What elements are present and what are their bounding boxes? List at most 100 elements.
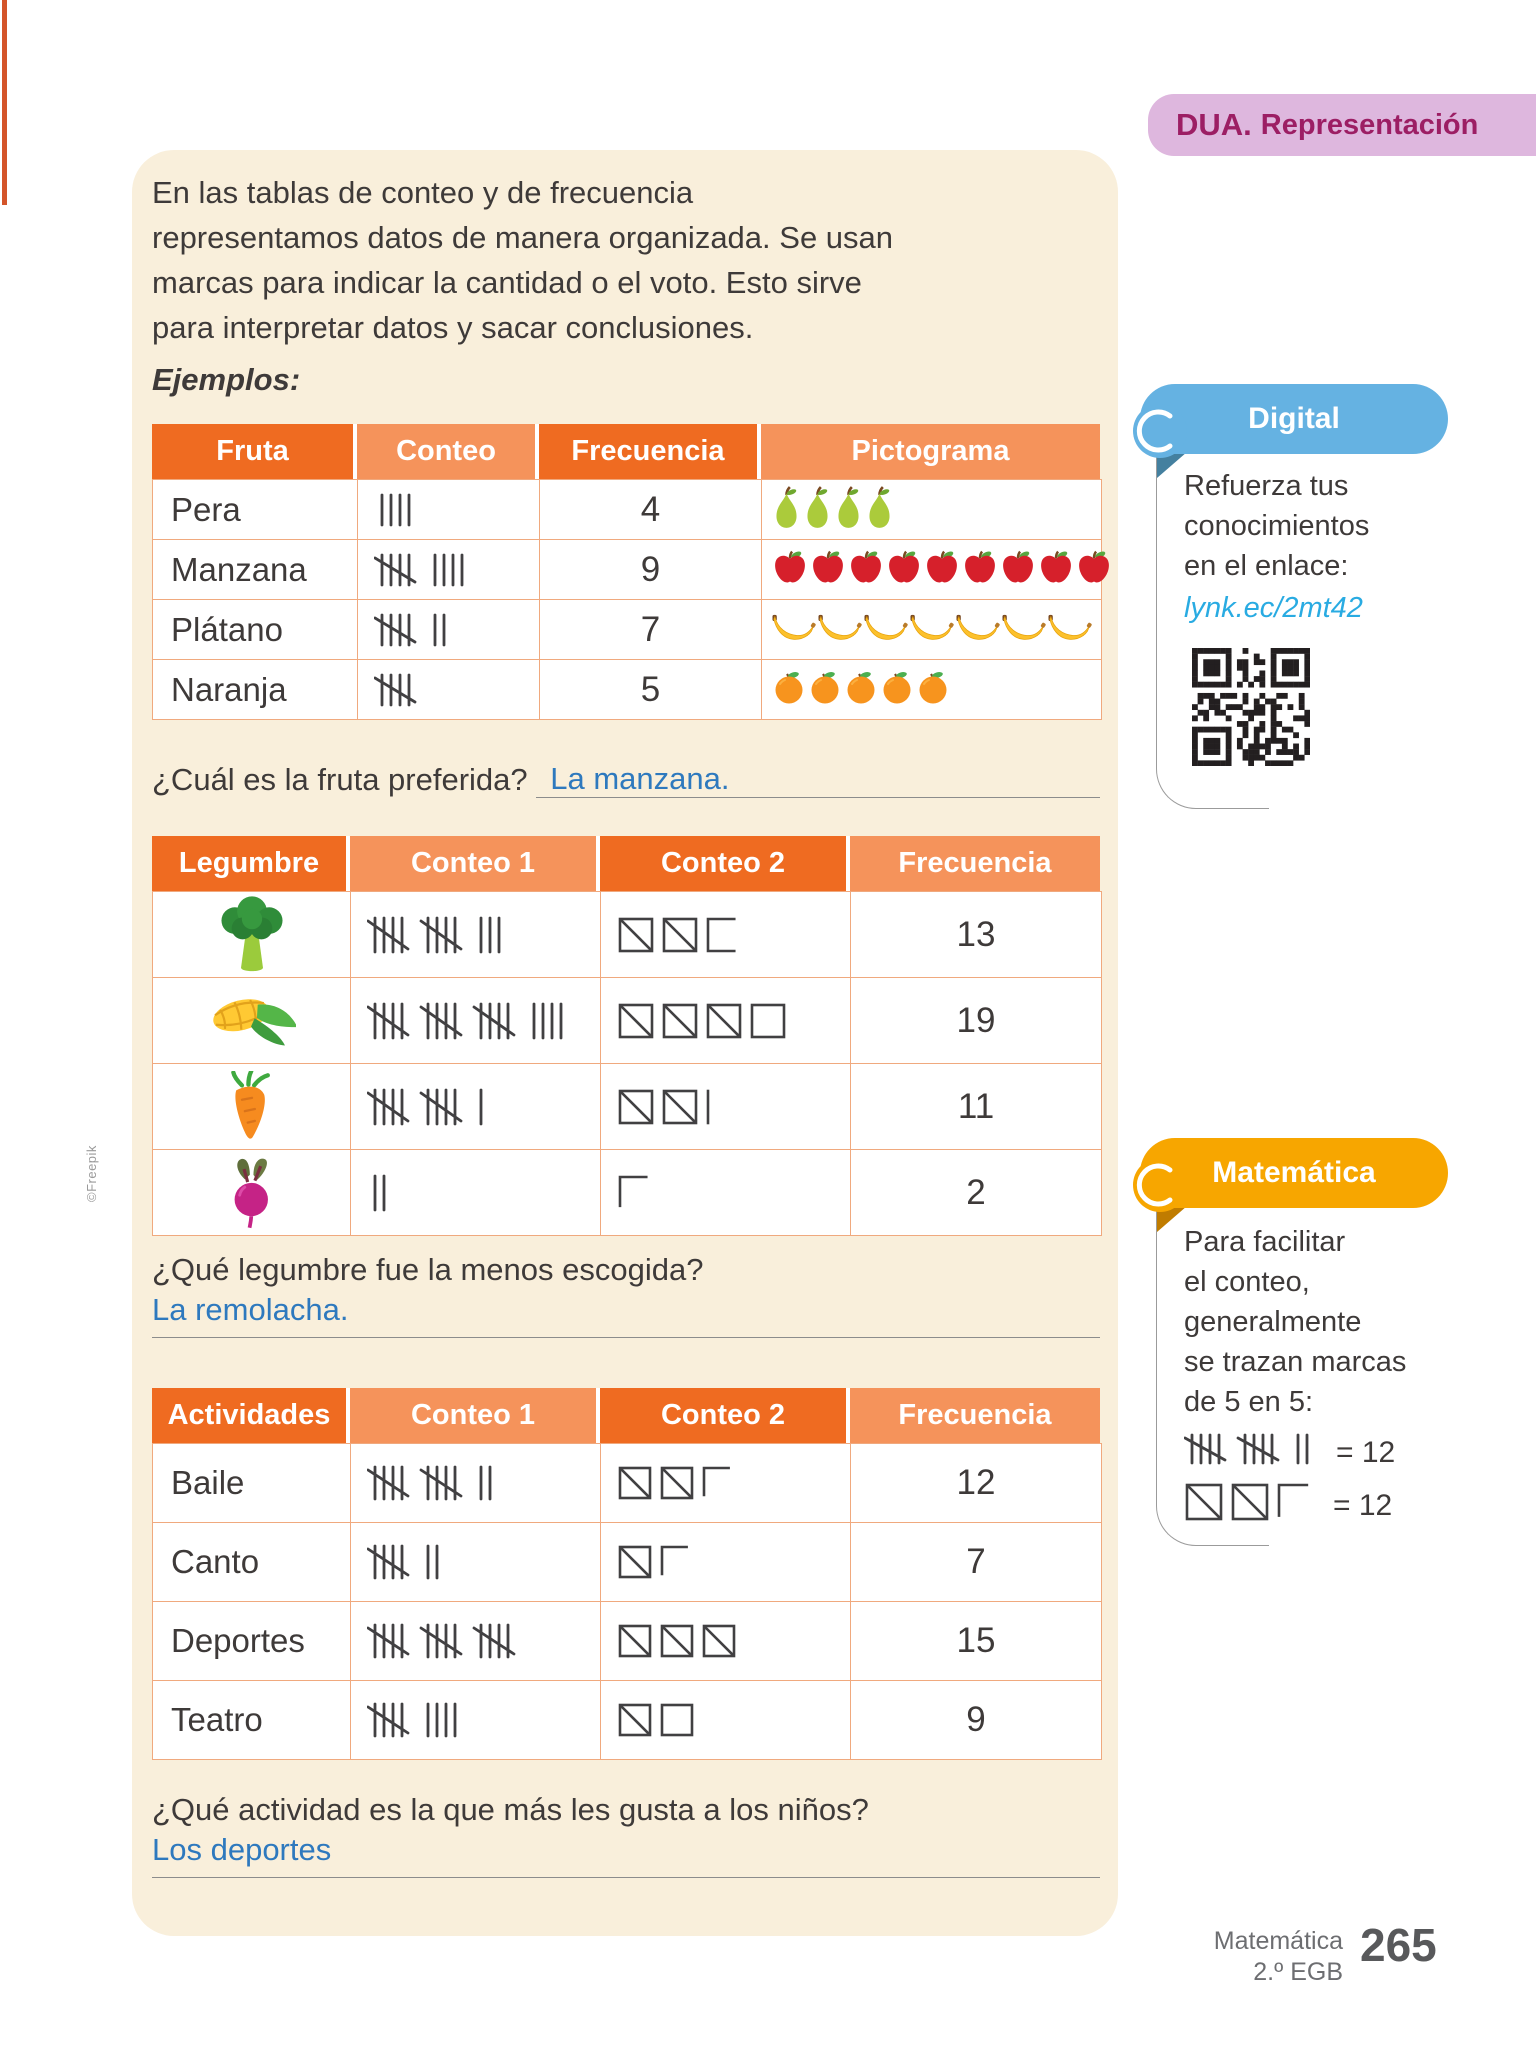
banana-icon — [956, 613, 1000, 647]
math-header: Matemática — [1140, 1138, 1448, 1208]
apple-icon — [1038, 550, 1074, 590]
corn-icon — [153, 978, 351, 1063]
orange-icon — [772, 669, 806, 710]
beet-icon — [153, 1150, 351, 1235]
banana-icon — [772, 613, 816, 647]
digital-title: Digital — [1248, 402, 1340, 435]
orange-icon — [880, 669, 914, 710]
row-label: Canto — [153, 1523, 351, 1601]
row-label: Teatro — [153, 1681, 351, 1759]
orange-icon — [916, 669, 950, 710]
tally-marks — [1183, 1432, 1322, 1474]
broccoli-icon — [153, 892, 351, 977]
orange-icon — [844, 669, 878, 710]
column-header: Frecuencia — [539, 424, 761, 479]
tally-marks — [358, 480, 540, 539]
activity-table: Actividades Conteo 1 Conteo 2 Frecuencia Bai… — [152, 1388, 1102, 1760]
pictogram — [762, 660, 1101, 719]
footer-subject: Matemática — [1213, 1927, 1343, 1955]
frequency-value: 9 — [966, 1700, 986, 1739]
question-1-answer: La manzana. — [550, 761, 730, 796]
apple-icon — [962, 550, 998, 590]
frequency-value: 19 — [956, 1000, 996, 1040]
apple-icon — [848, 550, 884, 590]
math-panel-border — [1156, 1207, 1269, 1546]
square-tally-marks — [601, 1602, 851, 1680]
table-row: Teatro 9 — [153, 1681, 1101, 1759]
pear-icon — [865, 485, 894, 533]
frequency-value: 7 — [540, 600, 762, 659]
row-label: Naranja — [153, 660, 358, 719]
math-title: Matemática — [1212, 1156, 1376, 1189]
banana-icon — [864, 613, 908, 647]
apple-icon — [886, 550, 922, 590]
column-header: Fruta — [152, 424, 357, 479]
c-swirl-icon — [1133, 1158, 1187, 1212]
margin-accent-bar — [2, 0, 7, 205]
pictogram — [762, 600, 1101, 659]
question-1: ¿Cuál es la fruta preferida? La manzana. — [152, 748, 1100, 798]
frequency-value: 11 — [957, 1086, 995, 1126]
table-row: Pera 4 — [153, 480, 1101, 540]
orange-icon — [808, 669, 842, 710]
column-header: Conteo 2 — [600, 1388, 850, 1443]
tally-equals: = 12 — [1336, 1436, 1396, 1469]
banana-icon — [818, 613, 862, 647]
banana-icon — [1048, 613, 1092, 647]
intro-paragraph: En las tablas de conteo y de frecuencia r… — [152, 175, 894, 345]
table-row: Manzana 9 — [153, 540, 1109, 600]
apple-icon — [1076, 550, 1112, 590]
pictogram — [762, 480, 1101, 539]
table-row: 13 — [153, 892, 1101, 978]
question-1-answer-line: La manzana. — [536, 761, 1100, 798]
tally-marks — [351, 892, 601, 977]
square-tally-marks — [601, 1681, 851, 1759]
square-tally-marks — [601, 1444, 851, 1522]
column-header: Conteo 1 — [350, 836, 600, 891]
tally-marks — [351, 1523, 601, 1601]
dua-badge-bold: DUA. — [1176, 107, 1252, 142]
page-number: 265 — [1360, 1919, 1437, 1971]
digital-text: Refuerza tus conocimientos en el enlace: — [1184, 470, 1370, 582]
row-label: Deportes — [153, 1602, 351, 1680]
row-label: Manzana — [153, 540, 358, 599]
row-label: Baile — [153, 1444, 351, 1522]
tally-example: = 12 — [1183, 1432, 1396, 1474]
tally-marks — [351, 1444, 601, 1522]
digital-panel-border — [1156, 453, 1269, 809]
carrot-icon — [153, 1064, 351, 1149]
tally-marks — [351, 1681, 601, 1759]
question-2-answer-line: La remolacha. — [152, 1292, 1100, 1338]
column-header: Conteo 1 — [350, 1388, 600, 1443]
fruit-table: Fruta Conteo Frecuencia Pictograma Pera 4 Man… — [152, 424, 1109, 720]
pear-icon — [772, 485, 801, 533]
frequency-value: 5 — [540, 660, 762, 719]
digital-link[interactable]: lynk.ec/2mt42 — [1184, 592, 1363, 624]
column-header: Actividades — [152, 1388, 350, 1443]
banana-icon — [1002, 613, 1046, 647]
table-row: Naranja 5 — [153, 660, 1101, 719]
question-3-text: ¿Qué actividad es la que más les gusta a… — [152, 1792, 869, 1827]
frequency-value: 13 — [956, 914, 996, 954]
tally-marks — [358, 540, 540, 599]
table-row: Baile 12 — [153, 1444, 1101, 1523]
table-row: Plátano 7 — [153, 600, 1101, 660]
tally-marks — [351, 1602, 601, 1680]
table-row: Canto 7 — [153, 1523, 1101, 1602]
table-row: 19 — [153, 978, 1101, 1064]
column-header: Conteo 2 — [600, 836, 850, 891]
row-label: Pera — [153, 480, 358, 539]
banana-icon — [910, 613, 954, 647]
legume-table: Legumbre Conteo 1 Conteo 2 Frecuencia 13 19… — [152, 836, 1102, 1236]
question-3-answer: Los deportes — [152, 1832, 332, 1867]
apple-icon — [1000, 550, 1036, 590]
question-3-answer-line: Los deportes — [152, 1832, 1100, 1878]
column-header: Frecuencia — [850, 1388, 1100, 1443]
math-text: Para facilitar el conteo, generalmente se t… — [1184, 1226, 1407, 1418]
footer-grade: 2.º EGB — [1253, 1958, 1343, 1986]
apple-icon — [810, 550, 846, 590]
table-row: 11 — [153, 1064, 1101, 1150]
question-2: ¿Qué legumbre fue la menos escogida? La … — [152, 1252, 1100, 1338]
tally-marks — [358, 600, 540, 659]
